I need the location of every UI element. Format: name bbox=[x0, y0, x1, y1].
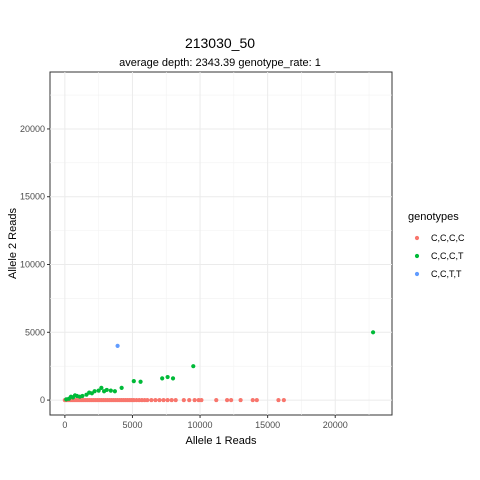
data-point bbox=[92, 389, 97, 394]
data-point bbox=[119, 385, 124, 390]
data-point bbox=[153, 397, 158, 403]
data-point bbox=[115, 343, 120, 348]
data-point bbox=[199, 397, 204, 403]
legend-label: C,C,C,T bbox=[431, 251, 464, 261]
x-axis: 0 5000 10000 15000 20000 bbox=[62, 415, 348, 430]
data-point bbox=[96, 388, 101, 393]
data-point bbox=[145, 397, 150, 403]
data-point bbox=[161, 397, 166, 403]
data-point bbox=[250, 397, 255, 403]
data-point bbox=[192, 397, 197, 403]
x-tick-label: 10000 bbox=[188, 420, 213, 430]
y-tick-label: 10000 bbox=[20, 260, 45, 270]
data-point bbox=[80, 393, 85, 399]
grid-lines bbox=[50, 72, 392, 415]
data-point bbox=[281, 397, 286, 403]
data-point bbox=[99, 385, 104, 390]
data-point bbox=[238, 397, 243, 403]
legend-key bbox=[414, 253, 420, 259]
data-point bbox=[187, 397, 192, 403]
data-point bbox=[157, 397, 162, 403]
data-point bbox=[165, 374, 170, 380]
data-point bbox=[224, 397, 230, 403]
data-point bbox=[160, 376, 165, 381]
plot-panel bbox=[49, 71, 393, 416]
legend-key bbox=[414, 271, 420, 277]
chart-subtitle: average depth: 2343.39 genotype_rate: 1 bbox=[119, 57, 321, 69]
data-point bbox=[170, 376, 176, 381]
data-point bbox=[112, 389, 117, 394]
x-tick-label: 0 bbox=[62, 420, 67, 430]
data-point bbox=[138, 379, 143, 384]
data-point bbox=[181, 397, 186, 403]
chart-title: 213030_50 bbox=[185, 35, 255, 51]
data-point bbox=[229, 397, 234, 403]
y-tick-label: 5000 bbox=[25, 327, 45, 337]
legend-label: C,C,T,T bbox=[431, 269, 462, 279]
legend: genotypes C,C,C,C C,C,C,T C,C,T,T bbox=[408, 211, 465, 279]
data-point bbox=[108, 388, 113, 393]
data-point bbox=[276, 397, 281, 403]
data-point bbox=[169, 397, 174, 403]
x-axis-title: Allele 1 Reads bbox=[186, 435, 257, 447]
data-point bbox=[191, 364, 196, 369]
data-point bbox=[131, 379, 136, 384]
x-tick-label: 20000 bbox=[323, 420, 348, 430]
data-point bbox=[173, 397, 178, 403]
y-tick-label: 0 bbox=[40, 395, 45, 405]
data-points bbox=[62, 330, 376, 403]
data-point bbox=[370, 330, 376, 335]
y-axis: 0 5000 10000 15000 20000 bbox=[20, 124, 50, 405]
data-point bbox=[149, 397, 154, 403]
data-point bbox=[165, 397, 170, 403]
x-tick-label: 5000 bbox=[122, 420, 142, 430]
legend-title: genotypes bbox=[408, 211, 459, 223]
data-point bbox=[254, 397, 259, 403]
y-axis-title: Allele 2 Reads bbox=[7, 208, 19, 279]
data-point bbox=[104, 387, 109, 393]
y-tick-label: 20000 bbox=[20, 124, 45, 134]
data-point bbox=[214, 397, 219, 403]
x-tick-label: 15000 bbox=[255, 420, 280, 430]
y-tick-label: 15000 bbox=[20, 192, 45, 202]
legend-key bbox=[414, 235, 420, 241]
legend-label: C,C,C,C bbox=[431, 233, 465, 243]
